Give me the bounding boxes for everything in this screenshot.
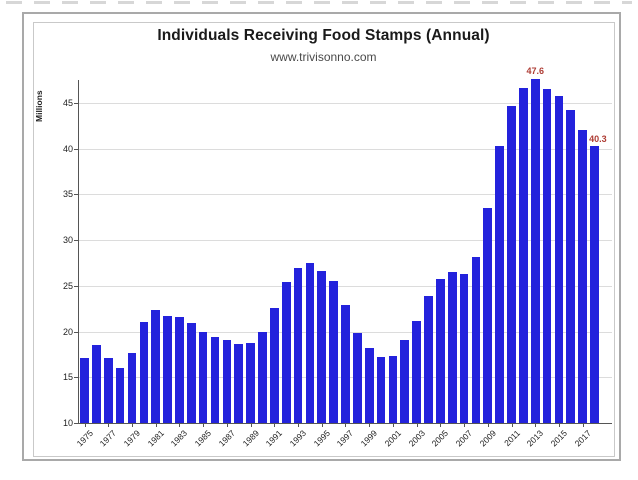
bar-1989: [246, 342, 255, 423]
bar-2005: [436, 279, 445, 423]
chart-subtitle: www.trivisonno.com: [270, 50, 377, 64]
bar-2001: [388, 356, 398, 423]
bar-1979: [127, 352, 137, 423]
bar-1980: [139, 321, 149, 423]
bar-1997: [341, 305, 350, 423]
bar-2012: [519, 88, 528, 423]
bar-2018: [590, 145, 599, 423]
xtick-2015: [558, 424, 560, 427]
xtick-1993: [298, 424, 300, 427]
bar-1998: [352, 333, 362, 423]
gridline-25: [78, 285, 612, 287]
ytick-label-10: 10: [62, 418, 73, 428]
bar-2006: [447, 272, 457, 423]
bar-2014: [542, 89, 552, 423]
bar-1976: [92, 345, 101, 423]
ytick-label-40: 40: [62, 143, 73, 154]
bar-2007: [459, 273, 469, 423]
xtick-1991: [274, 424, 276, 427]
xtick-1985: [203, 424, 205, 427]
bar-2017: [578, 129, 587, 423]
bar-2002: [400, 339, 410, 423]
bar-1995: [317, 271, 327, 423]
bar-1987: [222, 339, 232, 423]
y-axis-title: Millions: [34, 90, 44, 122]
xtick-2017: [582, 424, 584, 427]
x-axis-line: [78, 423, 612, 424]
gridline-30: [78, 240, 612, 242]
bar-1984: [186, 323, 196, 423]
bar-1975: [80, 358, 89, 423]
ytick-45: [74, 103, 78, 104]
xtick-2001: [392, 424, 394, 427]
bar-1977: [103, 358, 113, 423]
xtick-1979: [131, 424, 133, 427]
gridline-35: [78, 194, 612, 196]
xtick-1995: [321, 424, 323, 427]
bar-2009: [483, 208, 493, 423]
xtick-1997: [345, 424, 347, 427]
bar-2003: [412, 320, 421, 423]
xtick-1987: [226, 424, 228, 427]
bar-1983: [175, 316, 184, 423]
bar-2011: [507, 105, 516, 423]
xtick-1989: [250, 424, 252, 427]
bar-1986: [210, 337, 220, 423]
bar-2000: [376, 357, 386, 423]
bar-2008: [471, 256, 481, 423]
gridline-45: [78, 103, 612, 104]
xtick-1975: [84, 424, 86, 427]
xtick-2003: [416, 424, 418, 427]
ytick-20: [74, 331, 78, 333]
top-border-artifact: [6, 1, 632, 4]
ytick-label-20: 20: [62, 326, 73, 337]
xtick-2013: [535, 424, 537, 427]
bar-1978: [115, 368, 125, 423]
bar-1991: [269, 307, 279, 423]
ytick-35: [74, 194, 78, 196]
bar-2015: [554, 95, 564, 423]
bar-2013: [530, 79, 540, 423]
bar-1982: [163, 316, 172, 423]
xtick-2011: [511, 424, 513, 427]
gridline-40: [78, 148, 612, 150]
xtick-1977: [108, 424, 110, 427]
xtick-1999: [369, 424, 371, 427]
xtick-2007: [464, 424, 466, 427]
ytick-40: [74, 148, 78, 150]
bar-1990: [258, 331, 267, 423]
y-axis-line: [78, 80, 79, 423]
ytick-label-35: 35: [62, 189, 73, 200]
ytick-label-45: 45: [62, 98, 73, 108]
xtick-2005: [440, 424, 442, 427]
xtick-1983: [179, 424, 181, 427]
bar-1993: [293, 267, 303, 423]
ytick-10: [74, 423, 78, 424]
bar-1996: [329, 281, 338, 423]
annotation-2018: 40.3: [589, 133, 607, 144]
ytick-30: [74, 240, 78, 242]
bar-2004: [424, 295, 433, 423]
bar-1992: [281, 282, 291, 423]
chart-title: Individuals Receiving Food Stamps (Annua…: [157, 27, 490, 44]
xtick-1981: [155, 424, 157, 427]
bar-1994: [305, 263, 315, 423]
bar-2010: [495, 145, 504, 423]
ytick-label-30: 30: [62, 235, 73, 246]
xtick-2009: [487, 424, 489, 427]
bar-2016: [566, 110, 576, 423]
annotation-2013: 47.6: [526, 66, 544, 77]
bar-1988: [234, 344, 244, 423]
ytick-label-15: 15: [62, 372, 73, 383]
bar-1981: [151, 309, 161, 423]
ytick-15: [74, 377, 78, 379]
bar-1999: [364, 348, 374, 423]
bar-1985: [198, 332, 208, 423]
ytick-label-25: 25: [62, 280, 73, 291]
ytick-25: [74, 285, 78, 287]
